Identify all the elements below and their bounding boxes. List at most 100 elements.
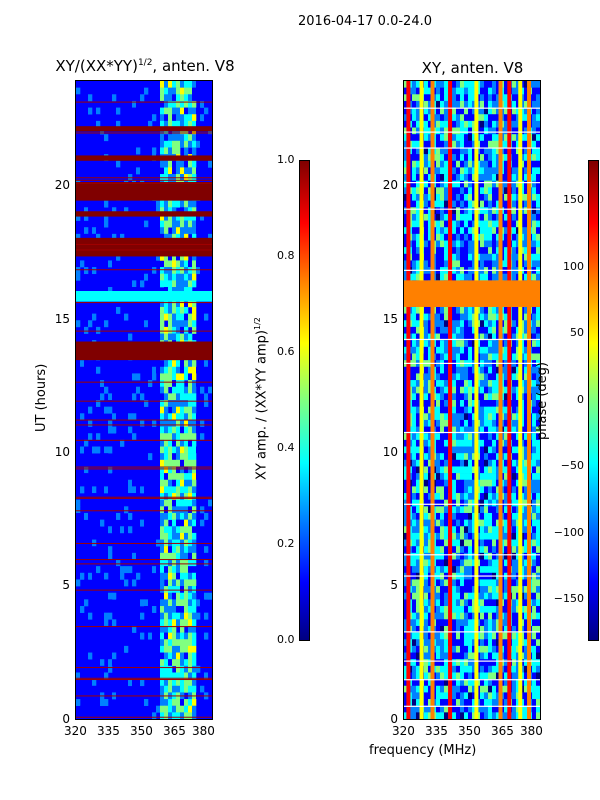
heatmap-cell	[80, 459, 85, 467]
heatmap-cell	[204, 213, 209, 221]
heatmap-cell	[416, 174, 421, 181]
heatmap-cell	[192, 313, 197, 321]
heatmap-cell	[172, 386, 177, 394]
heatmap-cell	[192, 227, 197, 235]
heatmap-cell	[492, 134, 497, 142]
heatmap-cell	[164, 100, 169, 108]
heatmap-cell	[116, 526, 121, 534]
heatmap-cell	[496, 539, 501, 547]
heatmap-cell	[488, 493, 493, 500]
heatmap-cell	[168, 120, 173, 128]
heatmap-cell	[140, 280, 145, 288]
heatmap-cell	[456, 466, 461, 474]
heatmap-cell	[484, 174, 489, 181]
heatmap-cell	[164, 619, 169, 627]
heatmap-cell	[180, 705, 185, 713]
heatmap-cell	[496, 406, 501, 414]
heatmap-cell	[416, 253, 421, 261]
heatmap-cell	[444, 160, 449, 168]
blank-row	[404, 679, 540, 681]
heatmap-cell	[440, 260, 445, 268]
heatmap-cell	[412, 592, 417, 600]
heatmap-cell	[208, 705, 212, 713]
heatmap-cell	[512, 592, 517, 600]
heatmap-cell	[488, 406, 493, 414]
heatmap-cell	[144, 320, 149, 328]
heatmap-cell	[484, 506, 489, 514]
heatmap-cell	[416, 220, 421, 228]
heatmap-cell	[180, 227, 185, 235]
heatmap-cell	[516, 353, 521, 361]
heatmap-cell	[404, 592, 409, 600]
heatmap-cell	[456, 320, 461, 328]
heatmap-cell	[116, 433, 121, 441]
heatmap-cell	[96, 380, 101, 388]
heatmap-cell	[136, 87, 141, 95]
heatmap-cell	[488, 499, 493, 507]
heatmap-cell	[204, 612, 209, 620]
heatmap-cell	[168, 645, 173, 653]
heatmap-cell	[168, 306, 173, 314]
heatmap-cell	[192, 419, 197, 427]
heatmap-cell	[516, 672, 521, 680]
heatmap-cell	[160, 619, 165, 627]
heatmap-cell	[532, 413, 537, 421]
heatmap-cell	[172, 333, 177, 341]
heatmap-cell	[436, 419, 441, 427]
heatmap-cell	[416, 273, 421, 281]
heatmap-cell	[168, 712, 173, 719]
heatmap-cell	[180, 273, 185, 281]
heatmap-cell	[424, 592, 429, 600]
heatmap-cell	[444, 326, 449, 334]
heatmap-cell	[96, 233, 101, 241]
heatmap-cell	[188, 566, 193, 574]
heatmap-cell	[460, 393, 465, 401]
heatmap-cell	[184, 147, 189, 155]
heatmap-cell	[188, 559, 193, 567]
heatmap-cell	[460, 592, 465, 600]
heatmap-cell	[428, 326, 433, 334]
heatmap-cell	[96, 625, 101, 633]
heatmap-cell	[460, 120, 465, 128]
heatmap-cell	[140, 612, 145, 620]
heatmap-cell	[428, 712, 433, 719]
heatmap-cell	[416, 539, 421, 547]
heatmap-cell	[204, 413, 209, 421]
heatmap-cell	[424, 174, 429, 181]
heatmap-cell	[452, 473, 457, 481]
heatmap-cell	[144, 699, 149, 707]
heatmap-cell	[424, 619, 429, 627]
heatmap-cell	[152, 107, 157, 115]
heatmap-cell	[444, 140, 449, 148]
heatmap-cell	[96, 107, 101, 115]
heatmap-cell	[484, 612, 489, 620]
heatmap-cell	[176, 586, 181, 594]
heatmap-cell	[136, 147, 141, 155]
heatmap-cell	[428, 473, 433, 481]
heatmap-cell	[424, 227, 429, 235]
heatmap-cell	[92, 233, 97, 241]
flag-line	[76, 439, 212, 441]
heatmap-cell	[536, 320, 540, 328]
heatmap-cell	[164, 512, 169, 520]
heatmap-cell	[532, 353, 537, 361]
heatmap-cell	[140, 672, 145, 680]
heatmap-cell	[424, 127, 429, 135]
heatmap-cell	[120, 473, 125, 481]
heatmap-cell	[412, 200, 417, 208]
heatmap-cell	[532, 599, 537, 607]
heatmap-cell	[124, 120, 129, 128]
heatmap-cell	[460, 419, 465, 427]
heatmap-cell	[188, 645, 193, 653]
heatmap-cell	[524, 632, 529, 640]
heatmap-cell	[188, 612, 193, 620]
heatmap-cell	[516, 419, 521, 427]
heatmap-cell	[204, 552, 209, 560]
heatmap-cell	[512, 320, 517, 328]
heatmap-cell	[480, 147, 485, 155]
heatmap-cell	[92, 679, 97, 687]
heatmap-cell	[444, 619, 449, 627]
heatmap-cell	[504, 699, 509, 707]
heatmap-cell	[144, 606, 149, 613]
heatmap-cell	[488, 306, 493, 314]
